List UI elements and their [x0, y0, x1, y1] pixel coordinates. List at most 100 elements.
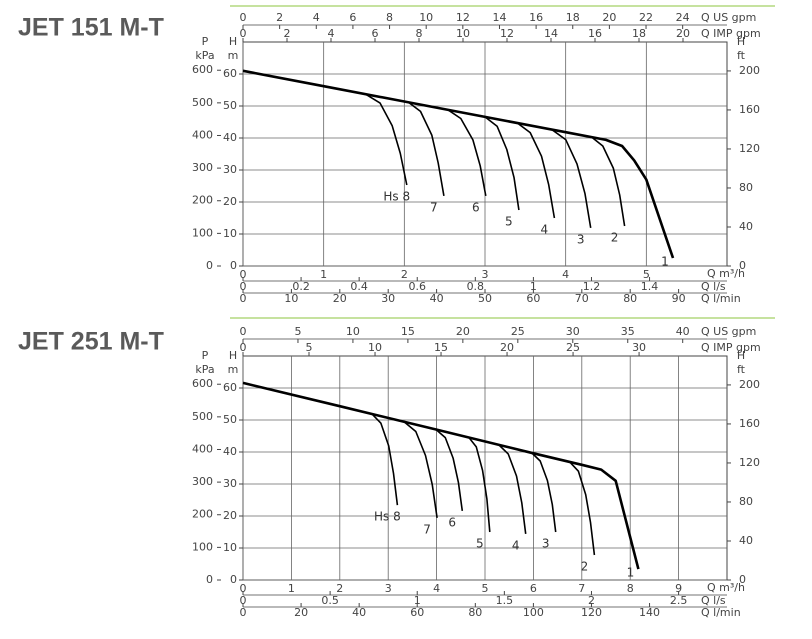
axis-tick-label: 2 — [276, 11, 283, 24]
y-tick-label: 0 — [230, 259, 237, 272]
curve-label: 3 — [542, 537, 550, 551]
axis-tick-label: 1.4 — [641, 280, 659, 293]
axis-tick-label: 600 — [192, 377, 213, 390]
axis-tick-label: 2 — [588, 594, 595, 607]
axis-tick-label: 60 — [410, 606, 424, 619]
axis-tick-label: 22 — [639, 11, 653, 24]
axis-unit: kPa — [195, 363, 214, 376]
axis-label: Q l/min — [701, 606, 741, 619]
x-tick-label: 8 — [627, 582, 634, 595]
axis-tick-label: 200 — [192, 508, 213, 521]
axis-tick-label: 100 — [523, 606, 544, 619]
axis-tick-label: 15 — [401, 325, 415, 338]
axis-unit: ft — [737, 363, 746, 376]
axis-tick-label: 20 — [333, 292, 347, 305]
y-tick-label: 0 — [230, 573, 237, 586]
axis-tick-label: 1 — [414, 594, 421, 607]
axis-tick-label: 120 — [739, 456, 760, 469]
axis-label: Q US gpm — [701, 325, 756, 338]
axis-tick-label: 0.5 — [321, 594, 339, 607]
y-axis-unit: m — [228, 49, 239, 62]
x-tick-label: 0 — [240, 582, 247, 595]
axis-tick-label: 30 — [381, 292, 395, 305]
axis-tick-label: 600 — [192, 63, 213, 76]
x-tick-label: 2 — [401, 268, 408, 281]
axis-tick-label: 0.8 — [467, 280, 485, 293]
axis-label: Q IMP gpm — [701, 341, 761, 354]
axis-tick-label: 500 — [192, 96, 213, 109]
curve-label: 5 — [505, 215, 513, 229]
axis-label: P — [202, 35, 209, 48]
axis-tick-label: 0 — [206, 573, 213, 586]
y-tick-label: 40 — [223, 445, 237, 458]
y-tick-label: 10 — [223, 227, 237, 240]
pump-curve — [468, 437, 491, 533]
curve-label: 7 — [423, 522, 431, 536]
axis-tick-label: 20 — [456, 325, 470, 338]
axis-tick-label: 40 — [739, 534, 753, 547]
axis-tick-label: 120 — [739, 142, 760, 155]
axis-tick-label: 300 — [192, 475, 213, 488]
axis-tick-label: 200 — [739, 378, 760, 391]
axis-tick-label: 0 — [240, 292, 247, 305]
axis-label: H — [737, 35, 745, 48]
pump-curve — [435, 428, 464, 512]
axis-tick-label: 10 — [368, 341, 382, 354]
axis-tick-label: 80 — [739, 495, 753, 508]
axis-tick-label: 100 — [192, 226, 213, 239]
axis-unit: ft — [737, 49, 746, 62]
axis-tick-label: 1 — [530, 280, 537, 293]
x-tick-label: 4 — [433, 582, 440, 595]
axis-tick-label: 18 — [566, 11, 580, 24]
axis-tick-label: 24 — [676, 11, 690, 24]
axis-tick-label: 14 — [544, 27, 558, 40]
y-tick-label: 40 — [223, 131, 237, 144]
axis-tick-label: 40 — [430, 292, 444, 305]
y-tick-label: 30 — [223, 477, 237, 490]
axis-tick-label: 8 — [416, 27, 423, 40]
curve-label: 6 — [448, 515, 456, 529]
pump-curve — [531, 452, 557, 533]
y-axis-unit: m — [228, 363, 239, 376]
x-tick-label: 7 — [578, 582, 585, 595]
axis-tick-label: 200 — [739, 64, 760, 77]
axis-tick-label: 0.6 — [408, 280, 426, 293]
axis-tick-label: 0 — [240, 341, 247, 354]
axis-tick-label: 40 — [739, 220, 753, 233]
y-axis-label: H — [229, 35, 237, 48]
x-tick-label: 3 — [482, 268, 489, 281]
axis-tick-label: 160 — [739, 417, 760, 430]
curve-label: 2 — [581, 560, 589, 574]
axis-tick-label: 20 — [602, 11, 616, 24]
axis-tick-label: 6 — [372, 27, 379, 40]
axis-tick-label: 0 — [240, 11, 247, 24]
y-tick-label: 60 — [223, 381, 237, 394]
x-tick-label: 1 — [288, 582, 295, 595]
axis-tick-label: 20 — [294, 606, 308, 619]
pump-curve — [371, 413, 399, 506]
x-axis-label: Q m³/h — [707, 267, 745, 280]
axis-tick-label: 10 — [346, 325, 360, 338]
pump-curve — [407, 101, 445, 197]
axis-unit: kPa — [195, 49, 214, 62]
curve-label: 5 — [476, 537, 484, 551]
axis-tick-label: 40 — [352, 606, 366, 619]
pump-curve — [365, 93, 408, 186]
y-tick-label: 30 — [223, 163, 237, 176]
x-tick-label: 4 — [562, 268, 569, 281]
curve-label: 1 — [661, 255, 669, 269]
axis-tick-label: 100 — [192, 540, 213, 553]
axis-tick-label: 5 — [294, 325, 301, 338]
pump-curve — [242, 381, 640, 570]
x-tick-label: 5 — [643, 268, 650, 281]
axis-tick-label: 80 — [468, 606, 482, 619]
axis-tick-label: 30 — [632, 341, 646, 354]
chart-title: JET 251 M-T — [18, 328, 164, 356]
axis-tick-label: 400 — [192, 442, 213, 455]
axis-tick-label: 12 — [456, 11, 470, 24]
axis-tick-label: 1.5 — [496, 594, 514, 607]
curve-label: 2 — [611, 231, 619, 245]
axis-label: Q IMP gpm — [701, 27, 761, 40]
y-axis-label: H — [229, 349, 237, 362]
pump-curve — [569, 461, 596, 556]
